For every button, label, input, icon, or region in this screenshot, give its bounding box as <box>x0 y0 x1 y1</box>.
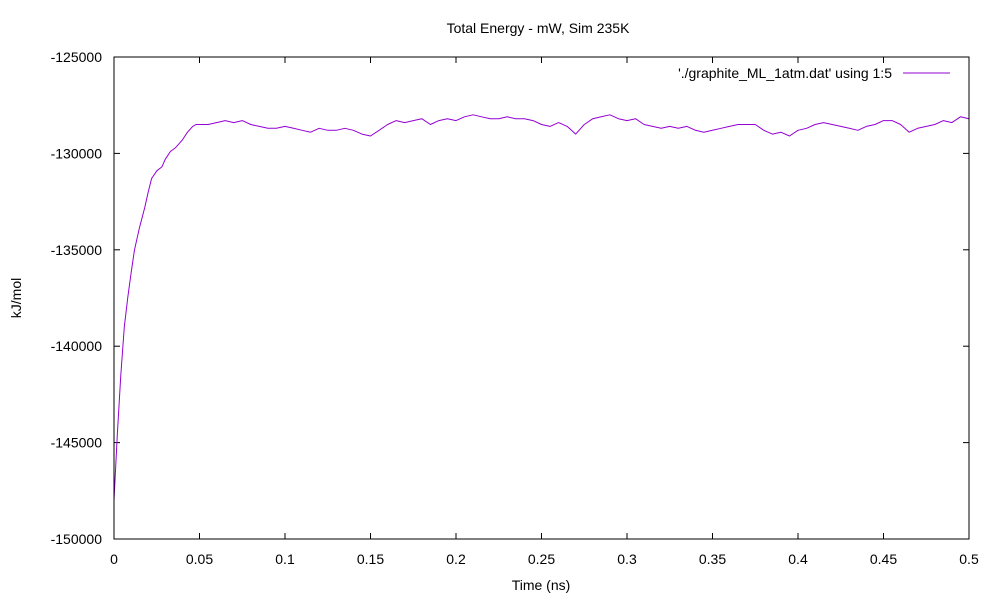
series-layer <box>113 114 970 501</box>
x-tick-label: 0.25 <box>528 551 555 567</box>
y-tick-label: -150000 <box>51 531 103 547</box>
series-line <box>113 114 970 501</box>
x-tick-label: 0 <box>110 551 118 567</box>
y-tick-label: -145000 <box>51 435 103 451</box>
y-tick-label: -125000 <box>51 49 103 65</box>
x-axis-ticks: 0 0.05 0.1 0.15 0.2 0.25 0.3 0.35 0.4 0.45 0.5 <box>110 57 979 567</box>
x-tick-label: 0.45 <box>870 551 897 567</box>
y-tick-label: -130000 <box>51 145 103 161</box>
x-tick-label: 0.3 <box>617 551 637 567</box>
y-axis-label: kJ/mol <box>8 278 24 318</box>
x-tick-label: 0.05 <box>186 551 213 567</box>
plot-frame <box>113 56 970 540</box>
x-tick-label: 0.5 <box>959 551 979 567</box>
chart-title: Total Energy - mW, Sim 235K <box>447 20 631 36</box>
x-tick-label: 0.2 <box>446 551 466 567</box>
legend-entry-label: './graphite_ML_1atm.dat' using 1:5 <box>678 65 892 81</box>
y-tick-label: -140000 <box>51 338 103 354</box>
x-axis-label: Time (ns) <box>512 577 571 593</box>
x-tick-label: 0.4 <box>788 551 808 567</box>
x-tick-label: 0.15 <box>357 551 384 567</box>
legend: './graphite_ML_1atm.dat' using 1:5 <box>678 65 950 81</box>
x-tick-label: 0.1 <box>275 551 295 567</box>
x-tick-label: 0.35 <box>699 551 726 567</box>
y-tick-label: -135000 <box>51 242 103 258</box>
y-axis-ticks: -125000 -130000 -135000 -140000 -145000 -1500… <box>51 49 969 547</box>
